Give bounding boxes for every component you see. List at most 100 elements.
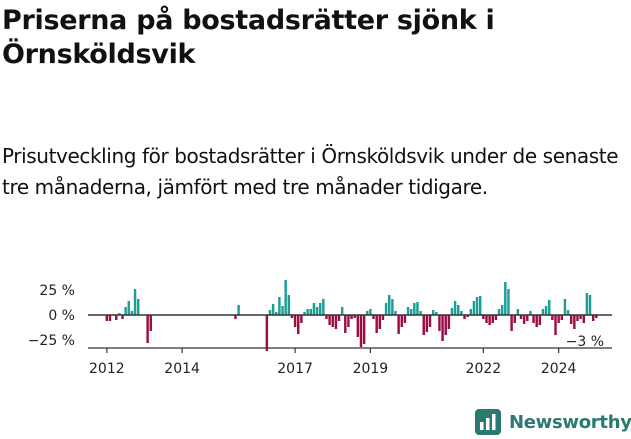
bar [447,315,451,329]
bar [497,309,501,315]
bar [582,315,585,323]
bar [356,315,360,337]
bar [331,315,334,327]
bar [344,315,347,333]
bar [460,311,463,315]
bar [388,295,391,315]
bar [237,305,240,315]
bar [463,315,466,319]
bar [300,315,303,323]
bar [149,315,152,331]
bar [268,310,272,315]
bar [585,293,589,315]
bar-chart-logo-icon [475,409,501,435]
y-tick-label: 0 % [48,308,75,324]
bar [108,315,112,321]
bar [133,289,137,315]
bar [278,297,281,315]
bar [290,315,294,318]
bar [334,315,338,329]
bar [535,315,538,327]
bar [444,315,447,335]
bar [413,303,416,315]
bar [303,312,306,315]
chart-title: Priserna på bostadsrätter sjönk i Örnskö… [2,5,495,70]
bar [435,312,438,315]
bar-chart: 25 % 0 % −25 % 2012 2014 2017 2019 2022 2024 −3 % [28,280,612,377]
bar [529,311,532,315]
y-tick-label: −25 % [28,333,75,349]
bar [375,315,378,333]
bar [591,315,595,321]
bar [457,305,460,315]
bar [453,301,457,315]
bar [522,315,526,324]
bar [127,301,131,315]
bar [519,315,523,319]
bar [306,309,309,315]
bar [478,296,482,315]
bar [507,289,510,315]
bar [293,315,297,327]
bar [409,309,413,315]
bar [234,315,237,319]
chart-subtitle: Prisutveckling för bostadsrätter i Örnsk… [2,144,619,199]
brand-logo: Newsworthy [475,408,631,436]
bar [513,315,516,323]
bar [366,311,369,315]
bar [441,315,444,341]
bar [372,315,375,319]
bar [579,315,582,319]
bar [118,313,121,315]
bar [337,315,341,321]
bar [554,315,557,335]
bar [438,315,441,331]
bar [466,315,469,317]
bar [488,315,491,325]
bar [146,315,149,343]
bar [378,315,382,329]
bar [485,315,488,323]
bar [322,299,325,315]
bar [381,315,385,320]
bar [425,315,429,332]
bar [347,315,350,327]
bar [105,315,109,321]
bar [312,303,316,315]
bar [130,311,134,315]
bar [340,307,344,315]
bar [124,307,127,315]
bar [510,315,513,331]
bar [297,315,300,334]
bar [595,315,598,318]
bar [318,303,322,315]
x-tick-label: 2022 [466,361,502,377]
bar [136,299,140,315]
bar [115,315,118,320]
bar [573,315,576,329]
bar [315,307,319,315]
bar [526,315,529,321]
bar [394,311,397,315]
bar [353,315,356,318]
bar [384,303,388,315]
bar [450,308,454,315]
bar [328,315,331,325]
x-tick-label: 2017 [277,361,313,377]
bar [281,306,284,315]
bar [431,310,435,315]
bar [563,299,567,315]
bar [588,295,592,315]
bar [325,315,328,319]
bar [350,315,353,319]
x-tick-label: 2012 [89,361,125,377]
bar [362,315,366,344]
bar [500,305,504,315]
x-tick-label: 2024 [541,361,577,377]
bar [265,315,269,351]
bar [491,315,494,323]
bar [482,315,485,319]
bar [403,315,407,323]
bar [397,315,400,334]
bar [271,304,275,315]
